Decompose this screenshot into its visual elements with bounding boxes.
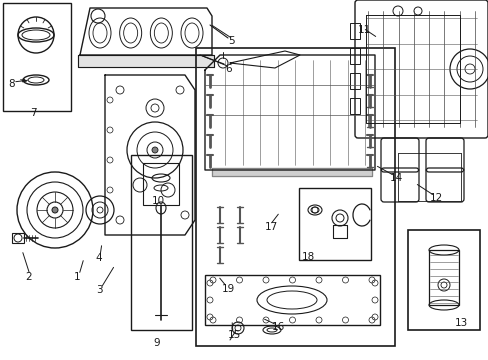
Circle shape (152, 147, 158, 153)
Bar (131, 155, 192, 330)
Circle shape (52, 207, 58, 213)
Text: 14: 14 (389, 173, 403, 183)
Text: 7: 7 (30, 108, 37, 118)
Bar (349, 23, 359, 39)
Bar (204, 275, 379, 325)
Bar (3, 3, 71, 111)
Bar (212, 168, 371, 176)
Text: 9: 9 (153, 338, 159, 348)
Bar (142, 163, 179, 205)
Bar (349, 48, 359, 64)
Text: 13: 13 (454, 318, 468, 328)
Text: 11: 11 (357, 25, 370, 35)
Text: 6: 6 (224, 64, 231, 74)
Text: 16: 16 (271, 322, 285, 332)
Text: 18: 18 (302, 252, 315, 262)
Bar (298, 188, 370, 260)
Text: 3: 3 (96, 285, 102, 295)
Text: 2: 2 (25, 272, 32, 282)
Text: 19: 19 (222, 284, 235, 294)
Bar (349, 73, 359, 89)
Bar (407, 230, 479, 330)
Text: 12: 12 (429, 193, 442, 203)
Text: 10: 10 (152, 196, 165, 206)
Bar (12, 233, 24, 243)
Text: 15: 15 (227, 330, 241, 340)
Bar (196, 48, 394, 346)
Polygon shape (212, 168, 371, 176)
Text: 17: 17 (264, 222, 278, 232)
Text: 8: 8 (8, 79, 15, 89)
Bar (349, 98, 359, 114)
Polygon shape (78, 55, 214, 67)
Text: 1: 1 (74, 272, 81, 282)
Text: 4: 4 (95, 253, 102, 263)
Text: 5: 5 (227, 36, 234, 46)
Bar (428, 250, 458, 305)
